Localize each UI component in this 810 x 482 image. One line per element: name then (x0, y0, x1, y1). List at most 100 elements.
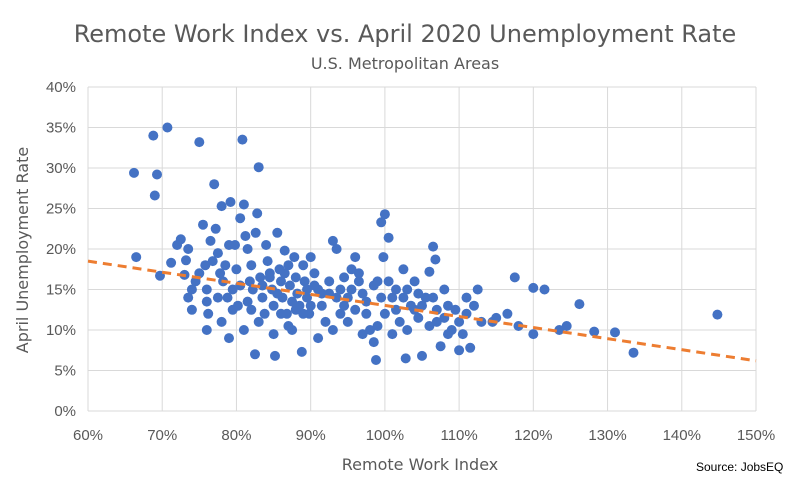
data-point (276, 276, 286, 287)
tick-labels: 0% 5% 10% 15% 20% 25% 30% 35% 40% 60% 70% 80% 90% 100… (46, 79, 775, 444)
data-point (610, 327, 620, 338)
y-tick-label: 35% (46, 120, 76, 137)
data-point (346, 264, 357, 275)
data-point (242, 296, 253, 307)
data-point (148, 130, 159, 141)
data-point (298, 260, 309, 271)
data-point (309, 280, 320, 291)
data-point (316, 300, 327, 311)
data-point (394, 316, 405, 327)
data-point (183, 292, 194, 303)
data-point (201, 284, 212, 295)
data-point (305, 252, 316, 263)
data-point (400, 353, 411, 364)
data-point (361, 296, 372, 307)
data-point (509, 272, 520, 283)
data-point (305, 300, 316, 311)
data-point (424, 321, 435, 331)
data-point (339, 300, 350, 311)
data-point (230, 240, 240, 250)
data-point (235, 213, 246, 224)
data-point (461, 292, 472, 303)
data-point (212, 248, 223, 259)
data-point (454, 316, 465, 327)
data-point (209, 179, 220, 190)
data-point (261, 240, 272, 250)
data-point (244, 276, 255, 287)
data-point (198, 219, 208, 230)
x-tick-label: 80% (221, 427, 251, 444)
data-point (166, 257, 177, 268)
data-point (194, 268, 205, 279)
data-point (227, 284, 238, 295)
data-point (313, 333, 324, 344)
y-tick-label: 10% (46, 322, 76, 339)
data-point (220, 260, 231, 271)
data-point (299, 276, 310, 287)
data-point (528, 329, 539, 340)
data-point (262, 256, 273, 267)
data-point (250, 349, 260, 360)
data-point (194, 137, 205, 148)
x-tick-label: 100% (366, 427, 404, 444)
data-point (131, 252, 142, 263)
data-point (450, 304, 461, 315)
data-point (272, 227, 283, 238)
data-point (378, 252, 389, 263)
data-point (283, 321, 294, 331)
data-point (391, 284, 401, 295)
data-point (561, 321, 572, 331)
trendline-layer (87, 259, 757, 363)
data-point (215, 268, 226, 279)
data-point (231, 264, 242, 275)
data-point (181, 255, 191, 266)
data-point (259, 308, 270, 319)
data-point (227, 304, 238, 315)
source-note: Source: JobsEQ (696, 460, 783, 474)
data-point (298, 308, 309, 319)
data-point (302, 292, 312, 303)
x-tick-label: 130% (588, 427, 626, 444)
data-point (402, 284, 413, 295)
data-point (383, 232, 394, 243)
data-point (186, 284, 197, 295)
x-tick-label: 120% (514, 427, 552, 444)
data-point (237, 134, 248, 145)
x-tick-label: 70% (147, 427, 177, 444)
data-point (253, 316, 264, 327)
data-point (528, 282, 539, 293)
data-point (350, 304, 361, 315)
data-point (264, 272, 275, 283)
data-point (379, 308, 390, 319)
data-point (335, 284, 346, 295)
data-point (387, 292, 398, 303)
data-point (428, 292, 439, 303)
data-point (353, 268, 364, 279)
data-point (417, 300, 427, 311)
data-point (413, 288, 424, 299)
data-point (222, 292, 233, 303)
data-point (430, 254, 441, 265)
y-tick-label: 40% (46, 79, 76, 96)
data-point (472, 284, 483, 295)
data-point (339, 272, 350, 283)
data-point (331, 244, 342, 254)
data-point (175, 234, 186, 245)
x-tick-label: 60% (73, 427, 103, 444)
data-point (335, 308, 346, 319)
data-point (253, 162, 264, 173)
data-point (431, 316, 442, 327)
data-point (250, 227, 261, 238)
x-tick-label: 110% (440, 427, 477, 444)
data-point (272, 288, 283, 299)
data-point (224, 333, 234, 344)
data-point (324, 276, 335, 287)
chart-title: Remote Work Index vs. April 2020 Unemplo… (74, 20, 737, 48)
data-points (129, 122, 723, 365)
data-point (296, 346, 307, 357)
data-point (357, 329, 368, 340)
data-point (287, 296, 298, 307)
data-point (502, 308, 513, 319)
data-point (387, 329, 398, 340)
